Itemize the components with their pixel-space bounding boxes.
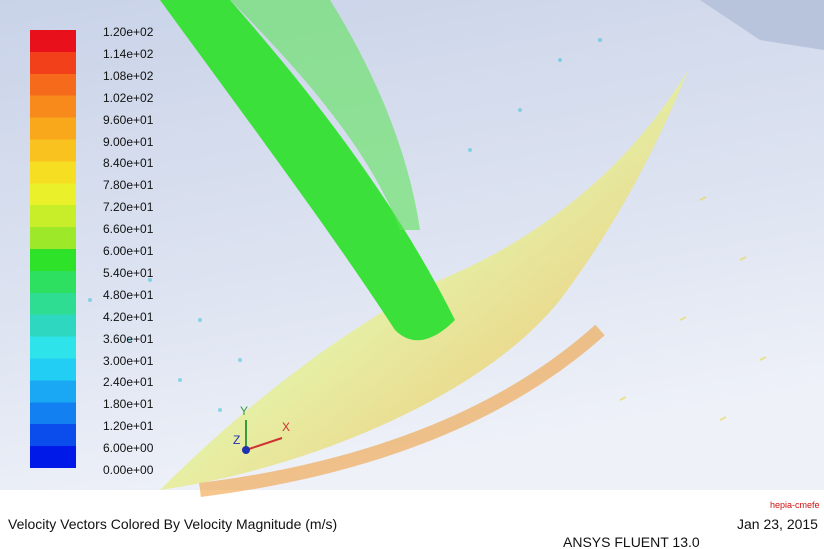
legend-label: 1.14e+02 (103, 47, 153, 61)
date: Jan 23, 2015 (737, 516, 818, 532)
legend-label: 3.00e+01 (103, 354, 153, 368)
legend-label: 2.40e+01 (103, 375, 153, 389)
legend-label: 1.20e+02 (103, 25, 153, 39)
product: ANSYS FLUENT 13.0 (563, 534, 700, 549)
legend-label: 4.20e+01 (103, 310, 153, 324)
legend-label: 6.00e+01 (103, 244, 153, 258)
legend-label: 6.00e+00 (103, 441, 153, 455)
legend-label: 1.20e+01 (103, 419, 153, 433)
caption: Velocity Vectors Colored By Velocity Mag… (8, 516, 337, 532)
legend-label: 8.40e+01 (103, 156, 153, 170)
legend-label: 7.20e+01 (103, 200, 153, 214)
legend-label: 9.00e+01 (103, 135, 153, 149)
legend-label: 1.02e+02 (103, 91, 153, 105)
legend-label: 1.80e+01 (103, 397, 153, 411)
legend-label: 5.40e+01 (103, 266, 153, 280)
legend-label: 0.00e+00 (103, 463, 153, 477)
legend-label: 6.60e+01 (103, 222, 153, 236)
legend-label: 4.80e+01 (103, 288, 153, 302)
screenshot: Y X Z Velocity Vectors Colored By Veloci… (0, 0, 824, 549)
watermark: hepia-cmefe (770, 500, 820, 510)
axis-label: Y (240, 404, 248, 418)
legend-label: 1.08e+02 (103, 69, 153, 83)
axis-label: Z (233, 433, 240, 447)
axis-label: X (282, 420, 290, 434)
color-bar (30, 30, 76, 468)
legend-label: 9.60e+01 (103, 113, 153, 127)
legend-label: 7.80e+01 (103, 178, 153, 192)
legend-label: 3.60e+01 (103, 332, 153, 346)
